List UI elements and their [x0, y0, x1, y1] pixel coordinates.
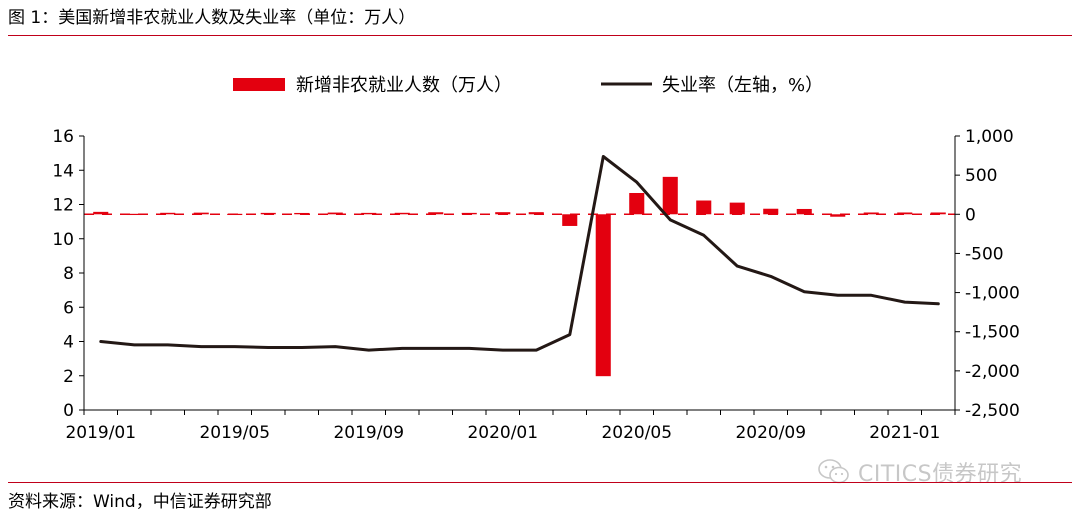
bar — [696, 200, 712, 215]
bar — [729, 202, 745, 215]
right-tick-label: -2,500 — [965, 401, 1020, 421]
left-tick-label: 6 — [63, 298, 74, 318]
left-tick-label: 8 — [63, 264, 74, 284]
watermark-text: CITICS债券研究 — [858, 462, 1023, 487]
x-tick-label: 2021-01 — [869, 423, 940, 443]
bar — [394, 212, 410, 215]
title-rule — [8, 35, 1072, 36]
bar — [930, 212, 946, 215]
right-tick-label: -2,000 — [965, 362, 1020, 382]
line-series — [99, 155, 940, 352]
x-tick-label: 2019/05 — [199, 423, 270, 443]
unemployment-line — [99, 155, 940, 352]
left-tick-label: 2 — [63, 367, 74, 387]
bar — [495, 212, 511, 215]
left-tick-label: 12 — [52, 196, 74, 216]
left-tick-label: 4 — [63, 333, 74, 353]
bar — [863, 212, 879, 215]
x-tick-label: 2020/05 — [601, 423, 672, 443]
bar — [193, 212, 209, 215]
right-tick-label: -1,500 — [965, 323, 1020, 343]
bar — [595, 214, 611, 377]
bar — [562, 214, 578, 226]
right-tick-label: 500 — [965, 166, 997, 186]
bar — [361, 212, 377, 215]
x-tick-label: 2019/01 — [65, 423, 136, 443]
legend-line-label: 失业率（左轴，%） — [662, 75, 823, 96]
left-tick-label: 10 — [52, 230, 74, 250]
axes: 0 2 4 6 8 10 12 14 16 1,000 500 0 -500 -1,000 -1,500 -2… — [52, 127, 1019, 443]
bar — [763, 208, 779, 215]
x-tick-label: 2019/09 — [333, 423, 404, 443]
left-tick-label: 16 — [52, 127, 74, 147]
chart-area: 新增非农就业人数（万人） 失业率（左轴，%） 0 2 4 6 8 10 12 14 16 1,000… — [52, 75, 1019, 443]
right-tick-label: -1,000 — [965, 284, 1020, 304]
bar — [662, 176, 678, 215]
right-tick-label: 0 — [965, 205, 976, 225]
bar — [897, 212, 913, 215]
right-tick-label: -500 — [965, 244, 1004, 264]
x-tick-label: 2020/09 — [735, 423, 806, 443]
bar — [796, 208, 812, 215]
left-tick-label: 14 — [52, 161, 74, 181]
bar — [428, 212, 444, 215]
source-rule — [8, 482, 1072, 483]
bar — [93, 211, 109, 215]
x-tick-label: 2020/01 — [467, 423, 538, 443]
legend-bar-swatch — [233, 78, 285, 91]
legend-bar-label: 新增非农就业人数（万人） — [296, 75, 512, 96]
watermark: CITICS债券研究 — [818, 455, 1058, 489]
legend: 新增非农就业人数（万人） 失业率（左轴，%） — [233, 75, 823, 96]
bar — [528, 212, 544, 215]
bar — [830, 214, 846, 217]
source-note: 资料来源：Wind，中信证券研究部 — [8, 492, 272, 512]
bar — [629, 192, 645, 215]
left-tick-label: 0 — [63, 401, 74, 421]
right-tick-label: 1,000 — [965, 127, 1014, 147]
bar — [160, 212, 176, 215]
bar — [126, 213, 142, 216]
figure-title: 图 1：美国新增非农就业人数及失业率（单位：万人） — [8, 8, 416, 28]
bar — [327, 212, 343, 215]
wechat-icon — [818, 459, 849, 484]
